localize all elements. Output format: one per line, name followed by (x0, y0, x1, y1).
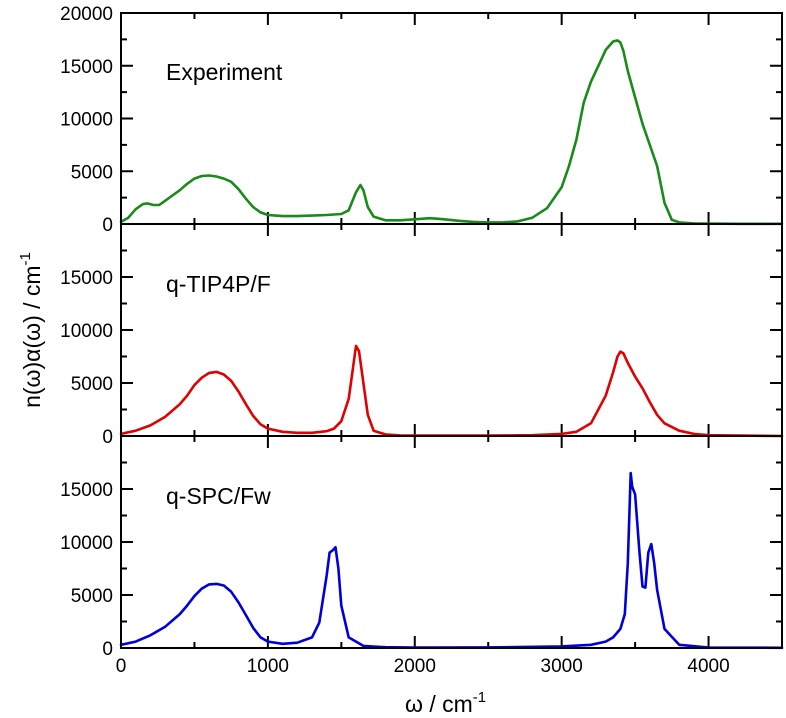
x-axis-label-sup: -1 (473, 689, 486, 706)
y-tick-label: 0 (102, 427, 113, 448)
y-tick-label: 15000 (60, 480, 113, 501)
y-tick-label: 0 (102, 639, 113, 660)
series-line-experiment (119, 39, 784, 226)
y-axis-label: n(ω)α(ω) / cm-1 (17, 252, 45, 408)
x-tick-label: 3000 (541, 656, 583, 677)
y-tick-label: 10000 (60, 321, 113, 342)
panel-qspcfw-ticks: 0 5000 10000 15000 (60, 436, 783, 660)
y-tick-label: 15000 (60, 268, 113, 289)
x-axis-label: ω / cm-1 (405, 689, 486, 717)
panel-qtip4pf-frame (120, 223, 783, 437)
series-line-qtip4pf (119, 344, 784, 438)
series-line-qspcfw (119, 471, 784, 650)
x-tick-labels: 0 1000 2000 3000 4000 (116, 656, 730, 677)
x-tick-label: 2000 (394, 656, 436, 677)
y-tick-label: 5000 (71, 374, 113, 395)
y-tick-label: 20000 (60, 4, 113, 25)
panel-label-qspcfw: q-SPC/Fw (166, 483, 271, 509)
panel-experiment-frame (120, 12, 783, 225)
panel-experiment: Experiment 0 5000 10000 15000 20000 (60, 4, 784, 236)
x-tick-label: 1000 (247, 656, 289, 677)
y-tick-label: 15000 (60, 57, 113, 78)
panel-qtip4pf: q-TIP4P/F 0 5000 10000 15000 (60, 223, 784, 448)
panel-qspcfw-frame (120, 435, 783, 649)
panel-experiment-ticks: 0 5000 10000 15000 20000 (60, 4, 783, 236)
y-axis-label-text: n(ω)α(ω) / cm (19, 265, 45, 407)
panel-label-qtip4pf: q-TIP4P/F (166, 271, 271, 297)
y-tick-label: 10000 (60, 533, 113, 554)
x-tick-label: 0 (116, 656, 127, 677)
panel-qspcfw: q-SPC/Fw 0 5000 10000 15000 (60, 435, 784, 660)
y-axis-label-sup: -1 (17, 252, 34, 265)
y-tick-label: 5000 (71, 586, 113, 607)
y-tick-label: 0 (102, 215, 113, 236)
x-axis-label-text: ω / cm (405, 691, 473, 717)
x-tick-label: 4000 (687, 656, 729, 677)
y-tick-label: 5000 (71, 162, 113, 183)
panel-label-experiment: Experiment (166, 59, 283, 85)
y-tick-label: 10000 (60, 110, 113, 131)
